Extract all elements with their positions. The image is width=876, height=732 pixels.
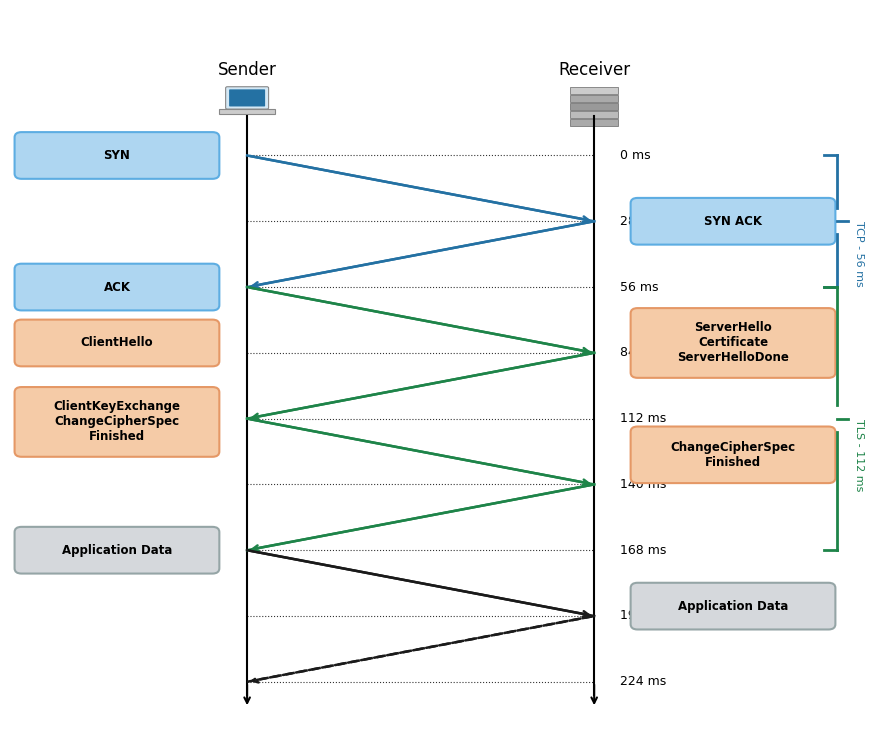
FancyBboxPatch shape xyxy=(15,527,219,574)
Text: Sender: Sender xyxy=(217,61,277,79)
Text: Application Data: Application Data xyxy=(62,544,173,557)
FancyBboxPatch shape xyxy=(631,427,836,483)
Text: TCP - 56 ms: TCP - 56 ms xyxy=(854,221,864,287)
Text: 140 ms: 140 ms xyxy=(620,478,667,491)
Text: 196 ms: 196 ms xyxy=(620,610,667,622)
Text: Receiver: Receiver xyxy=(558,61,630,79)
FancyBboxPatch shape xyxy=(15,320,219,366)
Text: 84 ms: 84 ms xyxy=(620,346,659,359)
FancyBboxPatch shape xyxy=(226,86,269,109)
Text: ServerHello
Certificate
ServerHelloDone: ServerHello Certificate ServerHelloDone xyxy=(677,321,789,365)
Text: ACK: ACK xyxy=(103,280,131,294)
Text: Application Data: Application Data xyxy=(678,600,788,613)
Text: SYN: SYN xyxy=(103,149,131,162)
Text: TLS - 112 ms: TLS - 112 ms xyxy=(854,419,864,491)
FancyBboxPatch shape xyxy=(631,198,836,244)
Text: 0 ms: 0 ms xyxy=(620,149,651,162)
FancyBboxPatch shape xyxy=(631,583,836,630)
FancyBboxPatch shape xyxy=(15,264,219,310)
FancyBboxPatch shape xyxy=(230,89,265,106)
FancyBboxPatch shape xyxy=(570,95,618,102)
FancyBboxPatch shape xyxy=(570,103,618,110)
FancyBboxPatch shape xyxy=(570,111,618,118)
Text: 28 ms: 28 ms xyxy=(620,214,659,228)
Text: ClientHello: ClientHello xyxy=(81,337,153,349)
Text: 112 ms: 112 ms xyxy=(620,412,667,425)
FancyBboxPatch shape xyxy=(219,109,275,114)
Text: 168 ms: 168 ms xyxy=(620,544,667,557)
FancyBboxPatch shape xyxy=(15,387,219,457)
FancyBboxPatch shape xyxy=(570,119,618,126)
Text: 224 ms: 224 ms xyxy=(620,676,667,688)
FancyBboxPatch shape xyxy=(212,85,282,127)
Text: SYN ACK: SYN ACK xyxy=(704,214,762,228)
FancyBboxPatch shape xyxy=(570,87,618,94)
FancyBboxPatch shape xyxy=(631,308,836,378)
Text: ClientKeyExchange
ChangeCipherSpec
Finished: ClientKeyExchange ChangeCipherSpec Finis… xyxy=(53,400,180,444)
Text: 56 ms: 56 ms xyxy=(620,280,659,294)
FancyBboxPatch shape xyxy=(560,85,629,127)
Text: ChangeCipherSpec
Finished: ChangeCipherSpec Finished xyxy=(670,441,795,468)
FancyBboxPatch shape xyxy=(15,132,219,179)
